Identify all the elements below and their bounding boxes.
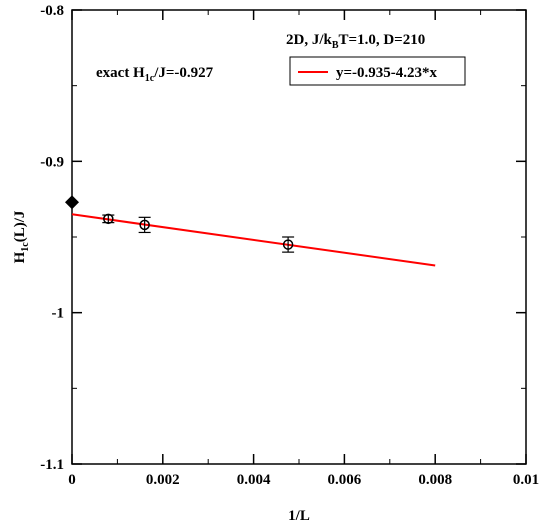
data-point xyxy=(139,219,150,231)
exact-value-annotation: exact H1c/J=-0.927 xyxy=(96,65,214,84)
y-tick-label: -0.9 xyxy=(40,154,64,170)
axis-tick-labels: 0 0.002 0.004 0.006 0.008 0.01 -1.1 -1 -0.9 -0.8 xyxy=(40,3,539,488)
x-tick-label: 0.008 xyxy=(418,472,452,488)
y-tick-label: -1 xyxy=(52,306,65,322)
data-marks xyxy=(65,195,436,267)
x-axis-label: 1/L xyxy=(288,508,310,524)
data-point xyxy=(282,239,294,250)
legend: y=-0.935-4.23*x xyxy=(289,56,466,86)
x-tick-label: 0.004 xyxy=(237,472,271,488)
data-point xyxy=(103,213,114,225)
exact-value-point xyxy=(65,195,79,210)
x-tick-label: 0.002 xyxy=(146,472,180,488)
y-axis-label: H1c(L)/J xyxy=(12,210,31,263)
x-tick-label: 0.006 xyxy=(328,472,362,488)
y-tick-label: -1.1 xyxy=(40,457,64,473)
parameters-annotation: 2D, J/kBT=1.0, D=210 xyxy=(286,32,425,51)
x-tick-label: 0.01 xyxy=(513,472,539,488)
axis-ticks xyxy=(71,9,527,465)
y-tick-label: -0.8 xyxy=(40,3,64,19)
fit-line xyxy=(71,213,436,267)
legend-label: y=-0.935-4.23*x xyxy=(336,65,438,81)
x-tick-label: 0 xyxy=(68,472,76,488)
